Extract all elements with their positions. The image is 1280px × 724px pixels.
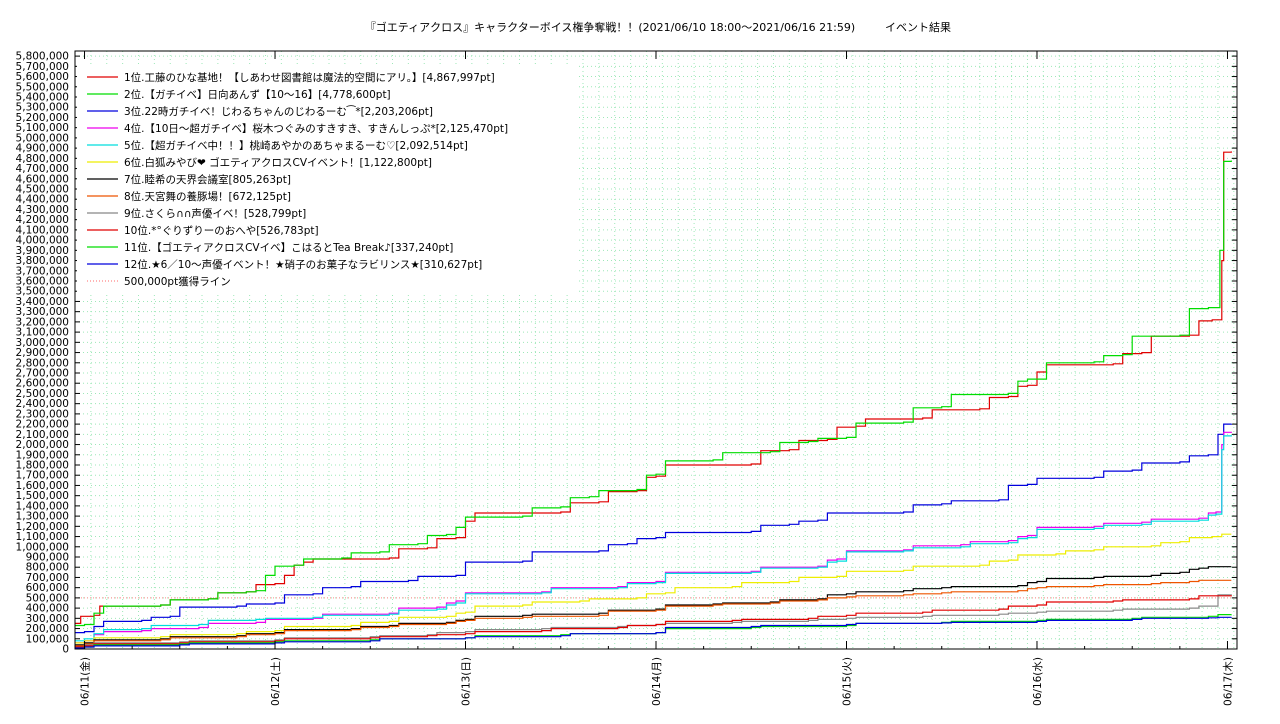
- y-tick-label: 4,600,000: [16, 173, 69, 185]
- x-tick-label: 06/12(土): [269, 657, 282, 706]
- legend-label-11: 11位.【ゴエティアクロスCVイベ】こはるとTea Break♪[337,240…: [124, 241, 453, 254]
- series-line-10: [75, 595, 1232, 648]
- y-tick-label: 400,000: [26, 603, 69, 615]
- y-tick-label: 900,000: [26, 552, 69, 564]
- y-tick-label: 4,500,000: [16, 184, 69, 196]
- y-tick-label: 2,700,000: [16, 368, 69, 380]
- y-tick-label: 2,400,000: [16, 398, 69, 410]
- y-tick-label: 3,000,000: [16, 337, 69, 349]
- legend-label-4: 4位.【10日〜超ガチイベ】桜木つぐみのすきすき、すきんしっぷ*[2,125,4…: [124, 122, 508, 135]
- y-tick-label: 800,000: [26, 562, 69, 574]
- y-tick-label: 4,200,000: [16, 214, 69, 226]
- y-tick-label: 5,500,000: [16, 81, 69, 93]
- y-tick-label: 2,200,000: [16, 419, 69, 431]
- y-tick-label: 1,100,000: [16, 531, 69, 543]
- y-tick-label: 5,400,000: [16, 92, 69, 104]
- legend-label-6: 6位.白狐みやび❤ ゴエティアクロスCVイベント！[1,122,800pt]: [124, 156, 432, 169]
- y-tick-label: 3,200,000: [16, 316, 69, 328]
- y-tick-label: 4,400,000: [16, 194, 69, 206]
- chart-title: 『ゴエティアクロス』キャラクターボイス権争奪戦！！(2021/06/10 18:…: [365, 20, 855, 34]
- legend-label-7: 7位.睦希の天界会議室[805,263pt]: [124, 173, 291, 186]
- y-tick-label: 200,000: [26, 623, 69, 635]
- y-tick-label: 2,100,000: [16, 429, 69, 441]
- y-tick-label: 3,600,000: [16, 276, 69, 288]
- y-tick-label: 4,300,000: [16, 204, 69, 216]
- y-tick-label: 1,900,000: [16, 449, 69, 461]
- y-tick-label: 5,800,000: [16, 51, 69, 63]
- y-tick-label: 2,000,000: [16, 439, 69, 451]
- x-tick-label: 06/13(日): [461, 657, 473, 706]
- series-line-1: [75, 151, 1232, 624]
- chart-subtitle: イベント結果: [885, 20, 951, 34]
- y-tick-label: 2,300,000: [16, 408, 69, 420]
- y-tick-label: 4,700,000: [16, 163, 69, 175]
- x-axis: 06/11(金) 06/12(土) 06/13(日) 06/14(月) 06/15(火)…: [79, 51, 1234, 706]
- y-tick-label: 3,800,000: [16, 255, 69, 267]
- legend-label-10: 10位.*°ぐりずりーのおへや[526,783pt]: [124, 224, 319, 237]
- y-tick-label: 3,300,000: [16, 306, 69, 318]
- y-tick-label: 700,000: [26, 572, 69, 584]
- series-line-6: [75, 533, 1232, 644]
- legend-label-1: 1位.工藤のひな基地！【しあわせ図書館は魔法的空間にアリ。】[4,867,997…: [124, 71, 495, 84]
- y-tick-label: 5,100,000: [16, 122, 69, 134]
- y-tick-label: 4,000,000: [16, 235, 69, 247]
- y-tick-label: 1,500,000: [16, 490, 69, 502]
- y-tick-label: 600,000: [26, 582, 69, 594]
- y-tick-label: 3,500,000: [16, 286, 69, 298]
- x-tick-label: 06/16(水): [1032, 657, 1044, 706]
- y-tick-label: 100,000: [26, 633, 69, 645]
- legend-label-2: 2位.【ガチイベ】日向あんず【10〜16】[4,778,600pt]: [124, 88, 391, 101]
- y-tick-label: 1,600,000: [16, 480, 69, 492]
- legend-label-3: 3位.22時ガチイベ！じわるちゃんのじわるーむ⁀*[2,203,206pt]: [124, 105, 433, 118]
- y-tick-label: 2,500,000: [16, 388, 69, 400]
- legend-label-5: 5位.【超ガチイベ中！！】桃崎あやかのあちゃまるーむ♡[2,092,514pt]: [124, 139, 468, 152]
- y-tick-label: 1,300,000: [16, 511, 69, 523]
- x-tick-label: 06/11(金): [79, 657, 92, 706]
- y-tick-label: 4,800,000: [16, 153, 69, 165]
- y-tick-label: 5,700,000: [16, 61, 69, 73]
- legend-label-8: 8位.天宮舞の養豚場！[672,125pt]: [124, 190, 291, 203]
- legend-label-13: 500,000pt獲得ライン: [124, 275, 231, 288]
- series-line-12: [75, 616, 1232, 649]
- y-axis: 0100,000200,000300,000400,000500,000600,…: [16, 51, 1237, 656]
- legend-label-9: 9位.さくら∩∩声優イベ！[528,799pt]: [124, 207, 306, 220]
- y-tick-label: 1,200,000: [16, 521, 69, 533]
- y-tick-label: 3,900,000: [16, 245, 69, 257]
- y-tick-label: 5,200,000: [16, 112, 69, 124]
- y-tick-label: 1,400,000: [16, 500, 69, 512]
- series-line-2: [75, 160, 1232, 627]
- y-tick-label: 300,000: [26, 613, 69, 625]
- y-tick-label: 3,700,000: [16, 265, 69, 277]
- y-tick-label: 1,700,000: [16, 470, 69, 482]
- y-tick-label: 5,600,000: [16, 71, 69, 83]
- y-tick-label: 3,100,000: [16, 327, 69, 339]
- series-line-3: [75, 423, 1232, 634]
- y-tick-label: 500,000: [26, 592, 69, 604]
- y-tick-label: 2,900,000: [16, 347, 69, 359]
- y-tick-label: 2,600,000: [16, 378, 69, 390]
- y-tick-label: 4,900,000: [16, 143, 69, 155]
- y-tick-label: 1,800,000: [16, 460, 69, 472]
- y-tick-label: 2,800,000: [16, 357, 69, 369]
- legend-label-12: 12位.★6／10〜声優イベント！★硝子のお菓子なラビリンス★[310,627p…: [124, 258, 482, 271]
- y-tick-label: 3,400,000: [16, 296, 69, 308]
- legend-box: [77, 65, 577, 293]
- x-tick-label: 06/17(木): [1222, 657, 1234, 706]
- x-tick-label: 06/15(火): [841, 657, 853, 706]
- y-tick-label: 0: [62, 644, 69, 656]
- series-line-5: [75, 435, 1232, 642]
- y-tick-label: 5,000,000: [16, 132, 69, 144]
- x-tick-label: 06/14(月): [651, 657, 663, 706]
- series-line-8: [75, 579, 1232, 647]
- y-tick-label: 5,300,000: [16, 102, 69, 114]
- y-tick-label: 1,000,000: [16, 541, 69, 553]
- y-tick-label: 4,100,000: [16, 224, 69, 236]
- legend: 1位.工藤のひな基地！【しあわせ図書館は魔法的空間にアリ。】[4,867,997…: [77, 65, 577, 293]
